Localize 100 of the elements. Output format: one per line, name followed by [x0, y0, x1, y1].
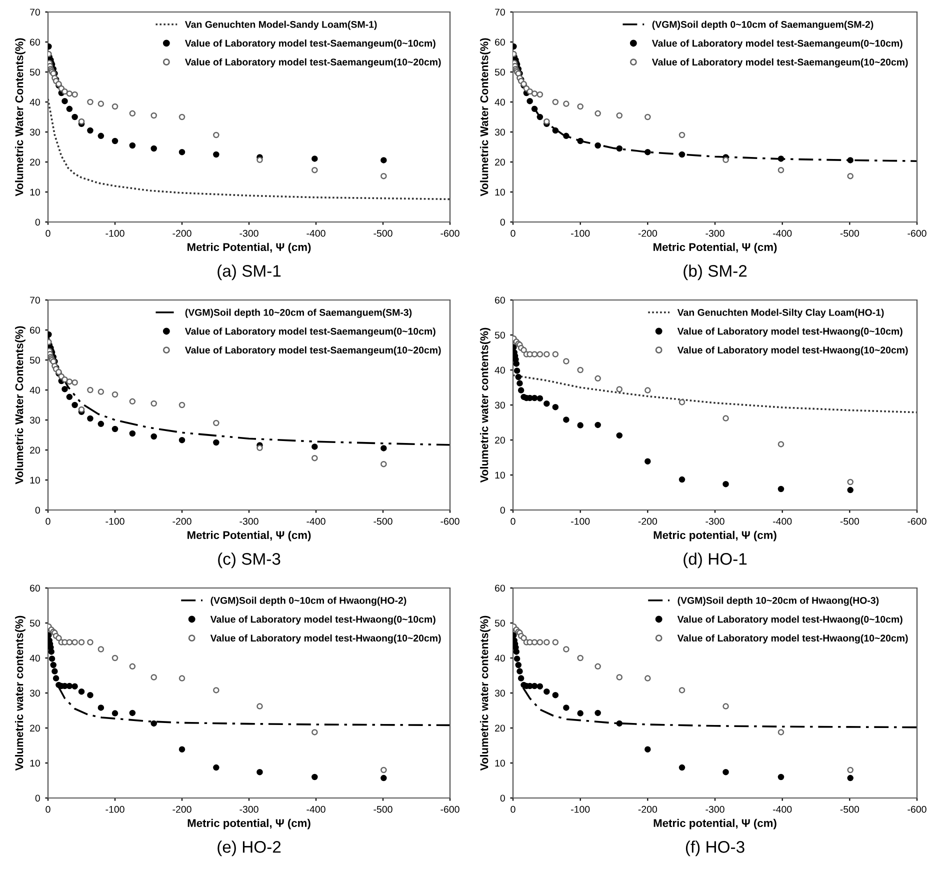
- y-tick-label: 40: [30, 386, 40, 394]
- x-tick-label: -100: [106, 518, 124, 525]
- x-tick-label: -500: [840, 230, 860, 237]
- x-tick-label: -400: [306, 518, 326, 525]
- legend-label: Van Genuchten Model-Sandy Loam(SM-1): [184, 20, 377, 30]
- x-tick-label: -500: [374, 518, 392, 525]
- y-tick-label: 0: [500, 218, 505, 226]
- y-tick-label: 10: [495, 760, 505, 767]
- x-axis-title: Metric Potential, Ψ (cm): [654, 242, 777, 254]
- text: (c) SM-3: [218, 552, 280, 568]
- x-tick-label: -200: [172, 230, 192, 237]
- legend-label: Value of Laboratory model test-Hwaong(0~10cm): [677, 616, 902, 625]
- x-tick-label: -300: [706, 230, 724, 237]
- x-tick-label: -400: [306, 806, 326, 813]
- y-tick-label: 0: [35, 506, 40, 514]
- x-tick-label: -600: [908, 230, 926, 237]
- legend-label: Value of Laboratory model test-Saemangeum(0~10cm): [652, 40, 902, 49]
- x-tick-label: -100: [571, 518, 590, 525]
- x-tick-label: 0: [510, 518, 516, 525]
- y-axis-title: Volumetric Water Contents(%): [480, 38, 490, 196]
- x-axis-title: Metric potential, Ψ (cm): [188, 818, 310, 830]
- x-tick-label: -300: [706, 806, 724, 813]
- x-tick-label: -500: [374, 230, 392, 237]
- x-tick-label: -300: [240, 230, 258, 237]
- text: (f) HO-3: [686, 840, 744, 856]
- y-tick-label: 70: [30, 8, 40, 16]
- x-tick-label: -300: [706, 518, 724, 525]
- y-tick-label: 30: [30, 128, 40, 136]
- x-tick-label: -600: [440, 518, 460, 525]
- x-tick-label: -300: [240, 518, 258, 525]
- legend-label: Value of Laboratory model test-Hwaong(10~20cm): [677, 346, 908, 356]
- y-tick-label: 10: [30, 760, 40, 767]
- y-tick-label: 40: [30, 98, 40, 106]
- x-tick-label: -600: [908, 806, 926, 813]
- y-tick-label: 30: [494, 690, 505, 697]
- y-tick-label: 30: [494, 402, 505, 409]
- x-tick-label: 0: [46, 518, 50, 525]
- legend-label: (VGM)Soil depth 0~10cm of Saemanguem(SM-2): [652, 20, 874, 30]
- y-tick-label: 60: [30, 584, 40, 592]
- y-axis-title: Volumetric Water Contents(%): [15, 38, 26, 196]
- x-tick-label: -300: [240, 806, 258, 813]
- y-axis-title: Volumetric water contents(%): [15, 616, 26, 771]
- y-tick-label: 20: [495, 158, 505, 166]
- y-tick-label: 50: [494, 332, 505, 339]
- y-tick-label: 0: [35, 218, 40, 226]
- x-tick-label: -500: [840, 518, 860, 525]
- y-tick-label: 40: [30, 654, 40, 662]
- legend-label: Value of Laboratory model test-Hwaong(10~20cm): [210, 634, 441, 644]
- x-tick-label: -500: [374, 806, 392, 813]
- y-tick-label: 50: [30, 356, 40, 364]
- y-tick-label: 50: [30, 620, 40, 627]
- text: (e) HO-2: [218, 840, 281, 856]
- y-tick-label: 20: [495, 724, 505, 732]
- legend-label: Value of Laboratory model test-Hwaong(10~20cm): [677, 634, 908, 644]
- y-tick-label: 40: [494, 366, 505, 374]
- y-tick-label: 60: [495, 584, 505, 592]
- x-tick-label: 0: [46, 806, 50, 813]
- legend-label: Value of Laboratory model test-Hwaong(0~10cm): [210, 616, 436, 625]
- text: (b) SM-2: [684, 264, 747, 280]
- x-axis-title: Metric potential, Ψ (cm): [654, 818, 776, 830]
- y-tick-label: 60: [30, 38, 40, 46]
- x-axis-title: Metric Potential, Ψ (cm): [188, 530, 311, 542]
- text: (a) SM-1: [218, 264, 281, 280]
- x-tick-label: 0: [510, 806, 516, 813]
- legend-label: Value of Laboratory model test-Saemangeum(10~20cm): [652, 58, 908, 68]
- y-tick-label: 0: [500, 506, 505, 514]
- x-tick-label: -600: [440, 230, 460, 237]
- y-tick-label: 30: [30, 690, 40, 697]
- legend-label: Value of Laboratory model test-Saemangeum(0~10cm): [184, 40, 436, 49]
- y-tick-label: 60: [495, 38, 505, 46]
- x-tick-label: 0: [46, 230, 50, 237]
- legend-label: (VGM)Soil depth 10~20cm of Saemanguem(SM-3): [185, 308, 412, 318]
- x-tick-label: -100: [106, 806, 124, 813]
- x-tick-label: -400: [773, 230, 792, 237]
- x-tick-label: 0: [510, 230, 516, 237]
- x-tick-label: -400: [306, 230, 326, 237]
- x-tick-label: -200: [638, 518, 658, 525]
- y-axis-title: Volumetric water contents(%): [480, 328, 490, 483]
- text: (d) HO-1: [684, 552, 747, 568]
- legend-label: Value of Laboratory model test-Hwaong(0~10cm): [677, 328, 902, 337]
- x-tick-label: -100: [571, 806, 590, 813]
- legend-label: (VGM)Soil depth 10~20cm of Hwaong(HO-3): [678, 596, 879, 606]
- y-tick-label: 20: [30, 158, 40, 166]
- legend-label: Van Genuchten Model-Silty Clay Loam(HO-1): [677, 308, 884, 318]
- y-tick-label: 70: [495, 8, 505, 16]
- y-tick-label: 0: [35, 794, 40, 802]
- x-tick-label: -100: [106, 230, 124, 237]
- x-tick-label: -400: [773, 518, 792, 525]
- x-tick-label: -200: [172, 806, 192, 813]
- y-axis-title: Volumetric water contents(%): [480, 616, 490, 771]
- y-axis-title: Volumetric Water Contents(%): [15, 326, 26, 484]
- legend-label: Value of Laboratory model test-Saemangeum(10~20cm): [184, 58, 441, 68]
- legend-label: (VGM)Soil depth 0~10cm of Hwaong(HO-2): [210, 596, 406, 606]
- y-tick-label: 0: [500, 794, 505, 802]
- y-tick-label: 40: [494, 98, 505, 106]
- y-tick-label: 50: [494, 620, 505, 627]
- legend-label: Value of Laboratory model test-Saemangeum(0~10cm): [184, 328, 436, 337]
- x-tick-label: -200: [638, 806, 658, 813]
- x-tick-label: -400: [773, 806, 792, 813]
- x-axis-title: Metric Potential, Ψ (cm): [188, 242, 311, 254]
